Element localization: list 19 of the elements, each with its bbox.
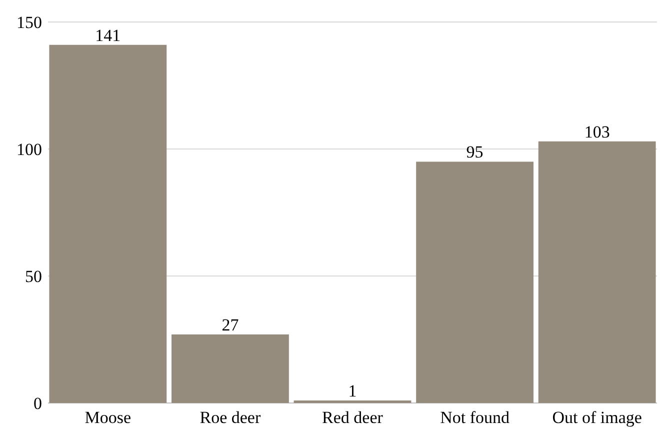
bar: [538, 141, 656, 403]
data-label: 141: [95, 26, 121, 45]
y-tick-label: 150: [16, 12, 42, 32]
x-tick-label: Roe deer: [200, 408, 261, 427]
bar: [172, 334, 289, 403]
y-tick-label: 100: [16, 140, 42, 159]
y-tick-label: 50: [25, 266, 42, 286]
bar: [416, 162, 534, 403]
x-tick-label: Moose: [84, 408, 132, 427]
data-label: 95: [466, 142, 484, 162]
x-tick-label: Out of image: [552, 408, 642, 427]
bar: [49, 44, 167, 403]
x-tick-label: Red deer: [322, 408, 384, 427]
bar: [294, 400, 412, 403]
x-tick-label: Not found: [440, 408, 510, 427]
data-label: 1: [348, 381, 357, 400]
data-label: 103: [584, 122, 610, 142]
data-label: 27: [222, 315, 240, 334]
y-tick-label: 0: [34, 394, 42, 413]
